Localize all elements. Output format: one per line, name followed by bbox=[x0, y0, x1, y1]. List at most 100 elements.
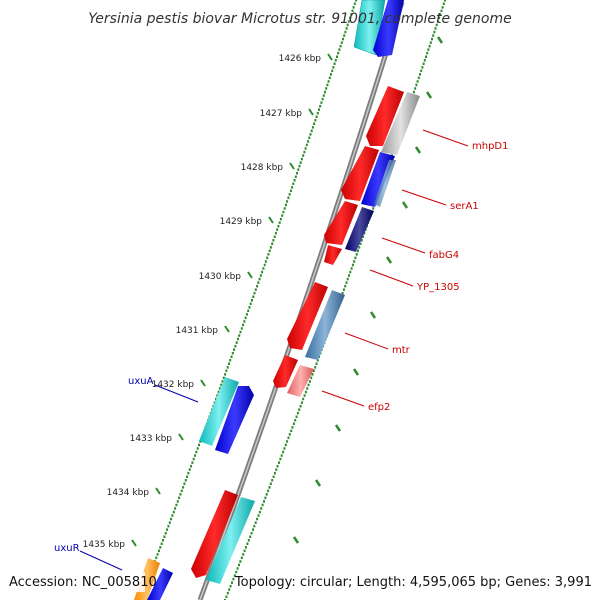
ruler-dot bbox=[171, 514, 174, 517]
footer-accession: Accession: NC_005810 bbox=[9, 575, 157, 590]
ruler-dot bbox=[316, 111, 319, 115]
feature-steel-mtr[interactable] bbox=[305, 290, 345, 360]
feature-cyan-lower[interactable] bbox=[206, 497, 255, 584]
ruler-dot bbox=[352, 6, 355, 9]
ruler-dot bbox=[274, 231, 277, 235]
kbp-tick-mark bbox=[178, 433, 184, 441]
ruler-dot bbox=[225, 595, 228, 598]
ruler-dot bbox=[359, 242, 362, 245]
ruler-dot bbox=[324, 90, 326, 94]
ruler-dot bbox=[252, 528, 254, 531]
ruler-dot bbox=[412, 90, 415, 94]
ruler-dot bbox=[245, 546, 247, 549]
ruler-dot bbox=[311, 373, 314, 376]
kbp-tick-label: 1426 kbp bbox=[279, 54, 322, 64]
feature-red-1[interactable] bbox=[366, 86, 404, 146]
feature-steel-serA1[interactable] bbox=[374, 160, 396, 207]
feature-gray-mhpD1[interactable] bbox=[381, 92, 420, 155]
ruler-dot bbox=[341, 291, 344, 295]
ruler-dot bbox=[254, 521, 257, 524]
ruler-dot bbox=[190, 464, 193, 468]
feature-red-6[interactable] bbox=[191, 490, 238, 578]
ruler-dot bbox=[272, 239, 275, 242]
ruler-dot bbox=[228, 362, 230, 365]
kbp-tick-label: 1433 kbp bbox=[130, 434, 173, 444]
feature-cyan-uxuA[interactable] bbox=[199, 377, 239, 446]
ruler-dot bbox=[162, 539, 164, 542]
gene-label-fabG4[interactable]: fabG4 bbox=[429, 250, 459, 261]
ruler-dot bbox=[330, 73, 332, 76]
outer-tick-mark bbox=[385, 256, 393, 264]
ruler-dot bbox=[325, 87, 328, 90]
ruler-dot bbox=[248, 306, 251, 309]
ruler-dot bbox=[240, 556, 243, 560]
feature-red-2[interactable] bbox=[341, 146, 379, 201]
ruler-dot bbox=[236, 567, 239, 570]
feature-navy-fabG4[interactable] bbox=[345, 207, 374, 252]
ruler-dot bbox=[314, 366, 317, 369]
gene-label-mtr[interactable]: mtr bbox=[392, 345, 411, 356]
ruler-dot bbox=[431, 37, 433, 41]
genome-backbone-highlight bbox=[199, 1, 403, 600]
ruler-dot bbox=[256, 517, 259, 521]
ruler-dot bbox=[310, 376, 313, 380]
ruler-dot bbox=[222, 376, 225, 380]
ruler-dot bbox=[345, 27, 348, 30]
ruler-dot bbox=[260, 507, 263, 510]
ruler-dot bbox=[348, 274, 350, 277]
ruler-dot bbox=[372, 207, 375, 210]
feature-red-4[interactable] bbox=[287, 282, 328, 350]
outer-tick-mark bbox=[314, 479, 322, 487]
ruler-dot bbox=[353, 260, 356, 263]
feature-red-YP_1305[interactable] bbox=[324, 245, 342, 265]
ruler-dot bbox=[275, 468, 278, 471]
ruler-dot bbox=[243, 549, 246, 553]
ruler-dot bbox=[224, 373, 227, 376]
ruler-dot bbox=[339, 44, 342, 48]
ruler-dot bbox=[440, 9, 443, 13]
gene-label-uxuR[interactable]: uxuR bbox=[54, 543, 80, 554]
ruler-dot bbox=[264, 260, 267, 263]
gene-label-YP_1305[interactable]: YP_1305 bbox=[416, 282, 460, 293]
ruler-dot bbox=[351, 9, 354, 13]
ruler-dot bbox=[309, 133, 312, 136]
gene-label-serA1[interactable]: serA1 bbox=[450, 201, 479, 212]
ruler-dot bbox=[433, 30, 436, 34]
ruler-dot bbox=[269, 482, 272, 485]
ruler-dot bbox=[337, 51, 340, 55]
kbp-tick-label: 1430 kbp bbox=[199, 272, 242, 282]
ruler-dot bbox=[272, 475, 275, 478]
ruler-dot bbox=[283, 207, 286, 210]
ruler-dot bbox=[268, 249, 271, 253]
ruler-dot bbox=[326, 83, 329, 87]
feature-blue-serA1[interactable] bbox=[361, 152, 395, 207]
ruler-dot bbox=[186, 475, 189, 478]
feature-red-3[interactable] bbox=[324, 201, 358, 245]
ruler-dot bbox=[357, 249, 359, 253]
ruler-dot bbox=[350, 267, 353, 270]
ruler-dot bbox=[253, 524, 256, 528]
ruler-dot bbox=[278, 221, 281, 224]
ruler-dot bbox=[315, 115, 318, 118]
kbp-tick-label: 1432 kbp bbox=[152, 380, 195, 390]
feature-blue-uxuR[interactable] bbox=[147, 568, 173, 600]
ruler-dot bbox=[256, 284, 259, 288]
ruler-dot bbox=[261, 270, 264, 274]
ruler-dot bbox=[291, 186, 294, 189]
ruler-dot bbox=[313, 122, 316, 125]
ruler-dot bbox=[262, 267, 265, 270]
feature-top-blue[interactable] bbox=[373, 0, 404, 57]
gene-label-efp2[interactable]: efp2 bbox=[368, 402, 390, 413]
feature-blue-uxuA[interactable] bbox=[215, 386, 254, 454]
gene-label-uxuA[interactable]: uxuA bbox=[128, 376, 154, 387]
kbp-tick-labels: 1426 kbp 1427 kbp 1428 kbp 1429 kbp 1430 kbp… bbox=[83, 54, 322, 550]
ruler-dot bbox=[334, 59, 337, 62]
ruler-dot bbox=[235, 570, 238, 574]
ruler-dot bbox=[180, 489, 183, 493]
feature-red-5[interactable] bbox=[273, 355, 298, 388]
gene-label-mhpD1[interactable]: mhpD1 bbox=[472, 141, 509, 152]
ruler-dot bbox=[305, 143, 308, 147]
ruler-dot bbox=[234, 344, 237, 348]
feature-pink-efp2[interactable] bbox=[287, 365, 314, 397]
ruler-dot bbox=[419, 73, 421, 76]
